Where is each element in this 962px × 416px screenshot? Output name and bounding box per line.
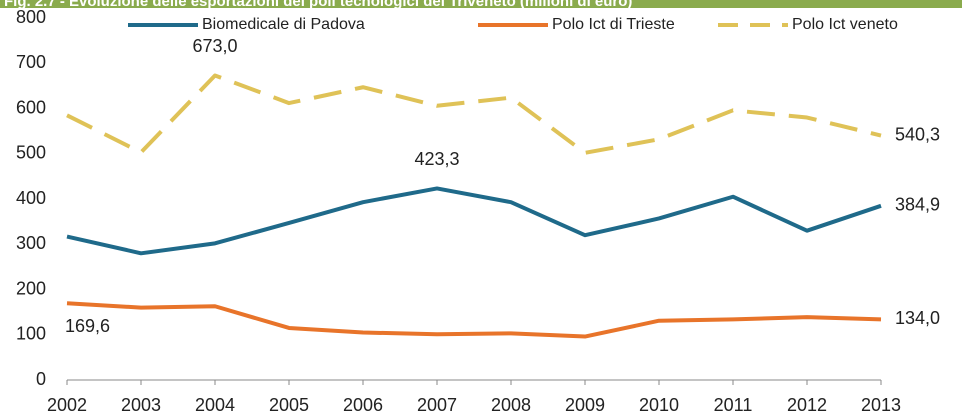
data-label: 169,6 [65,316,110,336]
data-label: 134,0 [895,308,940,328]
data-label: 423,3 [414,149,459,169]
x-tick-label: 2007 [417,395,457,415]
x-tick-label: 2004 [195,395,235,415]
x-tick-label: 2012 [787,395,827,415]
y-tick-label: 100 [16,324,46,344]
y-tick-label: 200 [16,278,46,298]
y-tick-label: 700 [16,52,46,72]
x-tick-label: 2013 [861,395,901,415]
data-label: 540,3 [895,124,940,144]
title-bar [0,0,962,8]
x-tick-label: 2010 [639,395,679,415]
y-tick-label: 400 [16,188,46,208]
y-tick-label: 0 [36,369,46,389]
legend-label: Biomedicale di Padova [202,16,365,33]
series-line [66,186,882,256]
series-line [66,301,882,339]
series-line [66,73,882,155]
y-tick-label: 500 [16,143,46,163]
x-tick-label: 2005 [269,395,309,415]
legend-label: Polo Ict veneto [792,16,898,33]
y-tick-label: 300 [16,233,46,253]
data-label: 673,0 [192,36,237,56]
x-tick-label: 2006 [343,395,383,415]
legend-label: Polo Ict di Trieste [552,16,675,33]
data-label: 384,9 [895,195,940,215]
chart-title: Fig. 2.7 - Evoluzione delle esportazioni… [4,0,632,10]
y-tick-label: 800 [16,7,46,27]
x-tick-label: 2002 [47,395,87,415]
x-tick-label: 2011 [714,395,753,415]
x-tick-label: 2009 [565,395,605,415]
y-tick-label: 600 [16,97,46,117]
x-tick-label: 2008 [491,395,531,415]
x-tick-label: 2003 [121,395,161,415]
